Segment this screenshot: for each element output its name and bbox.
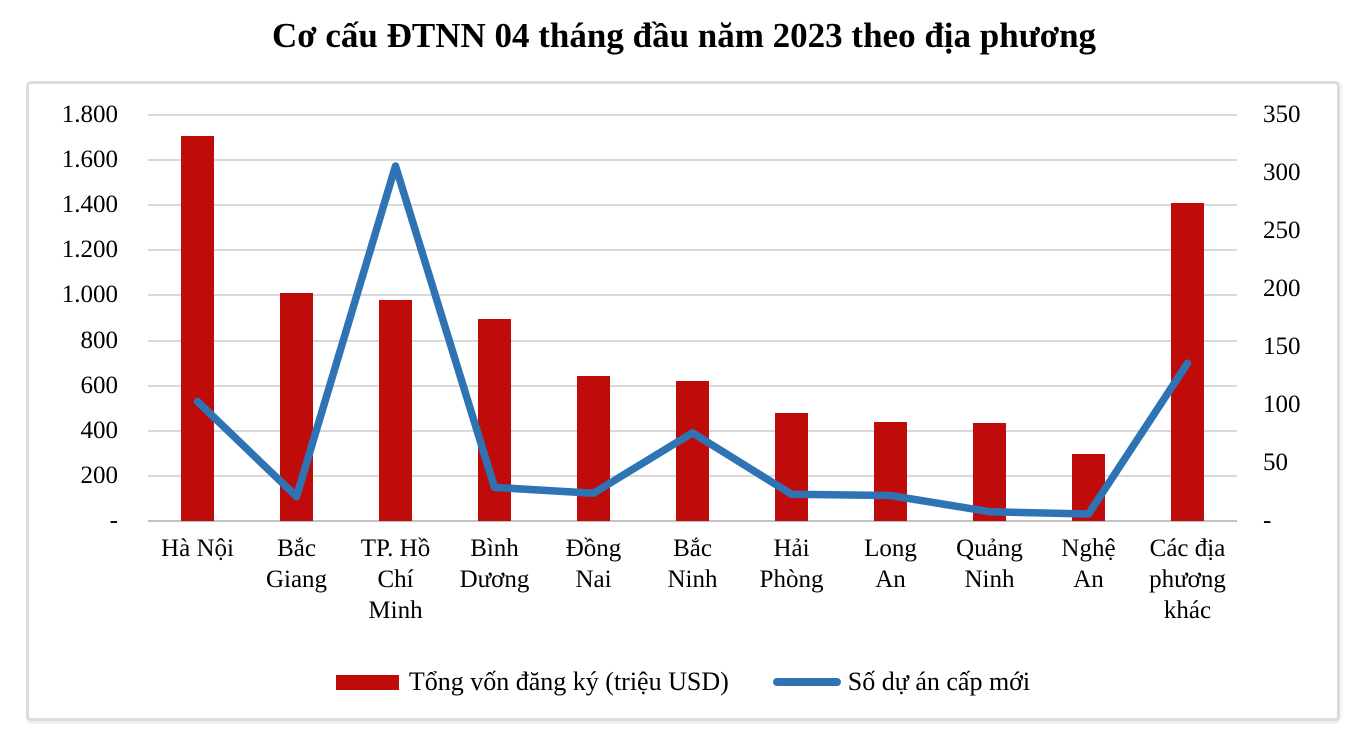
bar: [775, 412, 808, 521]
y-axis-tick-left: 200: [80, 461, 119, 489]
y-axis-tick-left: 1.800: [61, 101, 118, 128]
gridline: [148, 249, 1237, 252]
x-axis-label-line: Ninh: [667, 566, 718, 593]
line-series-swatch: [772, 678, 841, 686]
line-series: [193, 162, 1192, 518]
line-path: [193, 162, 1192, 518]
x-axis-label-line: Quảng: [956, 535, 1023, 562]
legend-item-line-series: Số dự án cấp mới: [772, 667, 1031, 697]
line-series-label: Số dự án cấp mới: [847, 667, 1031, 696]
x-axis-label-line: Nai: [575, 566, 612, 593]
gridline: [148, 204, 1237, 207]
y-axis-tick-left: -: [109, 507, 118, 534]
x-axis-category-label: Các địa phương khác: [1132, 533, 1244, 626]
gridline: [148, 294, 1237, 297]
y-axis-tick-right: 350: [1263, 101, 1301, 128]
legend-item-bar-series: Tổng vốn đăng ký (triệu USD): [335, 667, 729, 697]
x-axis-category-label: Hải Phòng: [736, 533, 848, 595]
bar: [973, 422, 1006, 521]
y-axis-tick-right: 300: [1263, 159, 1301, 186]
x-axis-label-line: Đồng: [565, 535, 622, 562]
x-axis-label-line: Dương: [459, 566, 530, 593]
x-axis-label-line: An: [1073, 566, 1104, 593]
y-axis-tick-right: -: [1263, 507, 1272, 534]
x-axis-label-line: Ninh: [964, 566, 1015, 593]
x-axis-label-line: Hà Nội: [161, 535, 234, 562]
chart-title: Cơ cấu ĐTNN 04 tháng đầu năm 2023 theo đ…: [271, 16, 1097, 55]
x-axis-category-label: Nghệ An: [1033, 533, 1145, 595]
x-axis-category-label: Quảng Ninh: [934, 533, 1046, 595]
x-axis-label-line: Các địa: [1149, 535, 1226, 562]
y-axis-tick-right: 100: [1263, 391, 1301, 418]
x-axis-label-line: Bình: [470, 535, 519, 562]
y-axis-tick-right: 200: [1263, 275, 1301, 302]
y-axis-tick-left: 400: [80, 416, 119, 444]
gridline: [148, 114, 1237, 116]
y-axis-tick-left: 800: [80, 326, 119, 354]
bar-series-swatch: [335, 674, 399, 690]
x-axis-category-label: Long An: [835, 533, 947, 595]
gridline: [148, 159, 1237, 162]
y-axis-tick-left: 1.200: [61, 236, 118, 264]
x-axis-category-label: TP. Hồ Chí Minh: [340, 533, 452, 626]
chart-frame: - 200 400 600 800 1.000 1.200 1.400 1.600 1.800 -…: [26, 81, 1340, 721]
bar: [379, 299, 412, 521]
x-axis-label-line: Nghệ: [1061, 535, 1116, 562]
x-axis-line: [148, 520, 1237, 522]
x-axis-label-line: Chí: [377, 566, 414, 593]
x-axis-category-label: Bắc Giang: [241, 533, 353, 595]
y-axis-tick-left: 1.400: [61, 191, 118, 219]
gridline: [148, 339, 1237, 342]
x-axis-label-line: Giang: [265, 566, 328, 593]
x-axis-category-label: Bắc Ninh: [637, 533, 749, 595]
y-axis-tick-left: 1.600: [61, 146, 118, 174]
x-axis-label-line: Bắc: [277, 535, 316, 562]
x-axis-label-line: Hải: [773, 535, 810, 562]
bar: [676, 381, 709, 521]
x-axis-label-line: Long: [864, 535, 917, 562]
bar-series-label: Tổng vốn đăng ký (triệu USD): [408, 667, 729, 696]
y-axis-tick-left: 600: [80, 371, 119, 399]
y-axis-tick-right: 150: [1263, 333, 1301, 360]
legend: Tổng vốn đăng ký (triệu USD) Số dự án cấ…: [29, 664, 1337, 700]
y-axis-tick-left: 1.000: [61, 281, 118, 309]
x-axis-label-line: Bắc: [673, 535, 712, 562]
x-axis-label-line: khác: [1163, 597, 1212, 624]
bar: [181, 136, 214, 521]
x-axis-category-label: Hà Nội: [142, 533, 254, 564]
x-axis-label-line: TP. Hồ: [360, 535, 431, 562]
y-axis-tick-right: 250: [1263, 217, 1301, 244]
y-axis-tick-right: 50: [1263, 449, 1288, 476]
x-axis-label-line: An: [875, 566, 906, 593]
bar: [874, 421, 907, 521]
x-axis-label-line: Minh: [368, 597, 423, 624]
x-axis-category-label: Bình Dương: [439, 533, 551, 595]
x-axis-label-line: phương: [1149, 566, 1226, 593]
x-axis-category-label: Đồng Nai: [538, 533, 650, 595]
x-axis-label-line: Phòng: [759, 566, 824, 593]
